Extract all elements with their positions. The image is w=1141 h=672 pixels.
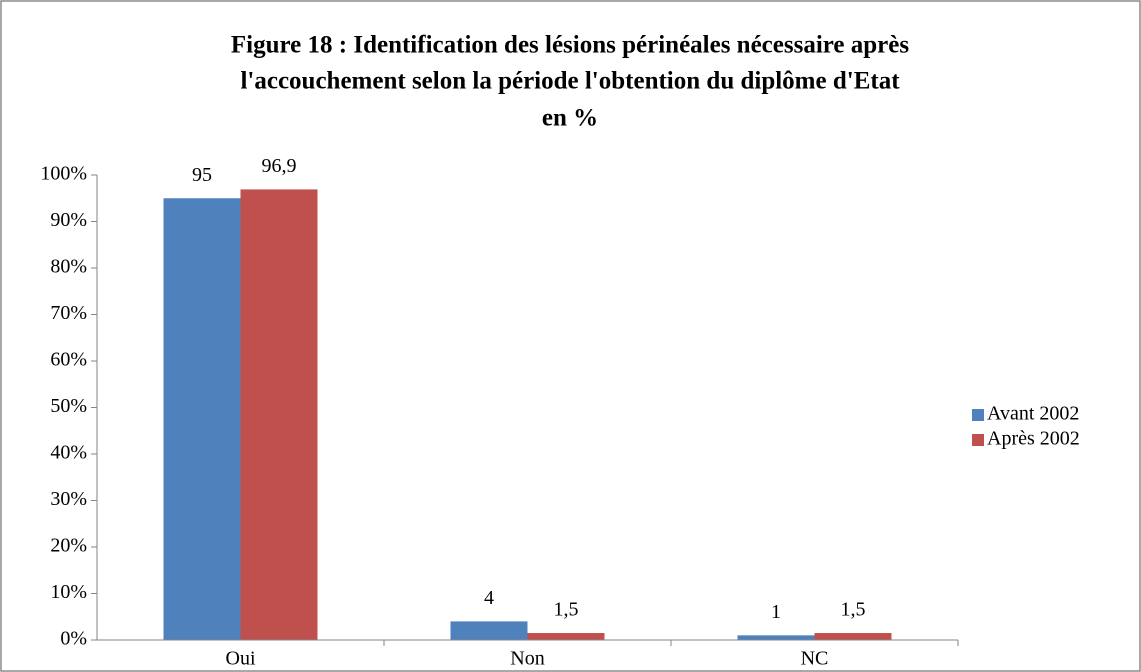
legend-swatch xyxy=(972,409,984,421)
legend-swatch xyxy=(972,434,984,446)
y-tick-label: 100% xyxy=(40,163,87,185)
y-tick-label: 20% xyxy=(50,535,87,557)
bar xyxy=(450,621,528,640)
y-tick-label: 10% xyxy=(50,581,87,603)
bar xyxy=(737,635,815,640)
legend-label: Après 2002 xyxy=(987,428,1080,450)
bar xyxy=(240,189,318,641)
y-tick-label: 0% xyxy=(60,628,87,650)
y-tick-label: 50% xyxy=(50,395,87,417)
chart-title: Figure 18 : Identification des lésions p… xyxy=(231,32,909,59)
x-tick-label: Non xyxy=(510,648,544,670)
y-tick-label: 40% xyxy=(50,442,87,464)
data-label: 1,5 xyxy=(841,599,866,621)
y-tick-label: 30% xyxy=(50,488,87,510)
x-tick-label: NC xyxy=(801,648,829,670)
data-label: 4 xyxy=(484,587,494,609)
data-label: 1,5 xyxy=(554,599,579,621)
bar xyxy=(527,633,605,640)
bar xyxy=(814,633,892,640)
y-tick-label: 80% xyxy=(50,256,87,278)
data-label: 95 xyxy=(192,164,212,186)
y-tick-label: 60% xyxy=(50,349,87,371)
data-label: 1 xyxy=(771,601,781,623)
chart-title: l'accouchement selon la période l'obtent… xyxy=(240,68,900,95)
legend-label: Avant 2002 xyxy=(987,403,1079,425)
data-label: 96,9 xyxy=(262,155,297,177)
x-tick-label: Oui xyxy=(226,648,256,670)
chart-title: en % xyxy=(542,105,598,132)
y-tick-label: 90% xyxy=(50,209,87,231)
y-tick-label: 70% xyxy=(50,302,87,324)
bar xyxy=(163,198,241,640)
